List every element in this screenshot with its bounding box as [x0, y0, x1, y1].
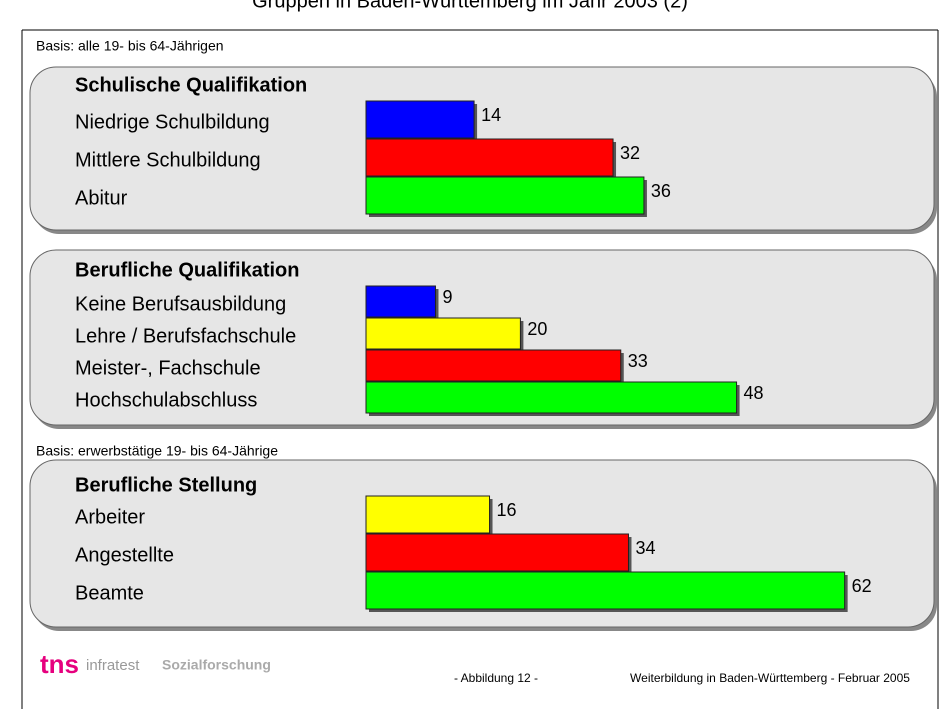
value-label: 48	[744, 383, 764, 403]
category-label: Lehre / Berufsfachschule	[75, 325, 296, 347]
bar	[365, 533, 629, 572]
page-title: Gruppen in Baden-Württemberg im Jahr 200…	[252, 0, 688, 12]
footer-source: Weiterbildung in Baden-Württemberg - Feb…	[630, 671, 910, 685]
bar	[365, 317, 521, 350]
panel-title: Berufliche Stellung	[75, 474, 257, 496]
value-label: 33	[628, 351, 648, 371]
logo-main: tns	[40, 649, 79, 679]
logo-brand: Sozialforschung	[162, 657, 271, 673]
bar	[365, 381, 738, 414]
bar	[365, 100, 475, 139]
bar	[365, 285, 436, 318]
figure-number: - Abbildung 12 -	[454, 671, 538, 685]
value-label: 62	[852, 576, 872, 596]
category-label: Beamte	[75, 582, 144, 604]
bar	[365, 138, 614, 177]
bar	[365, 176, 645, 215]
category-label: Mittlere Schulbildung	[75, 149, 261, 171]
logo: tns infratest Sozialforschung	[40, 649, 271, 679]
value-label: 36	[651, 181, 671, 201]
value-label: 9	[442, 287, 452, 307]
logo-sub: infratest	[86, 657, 140, 674]
value-label: 32	[620, 143, 640, 163]
basis-note: Basis: alle 19- bis 64-Jährigen	[36, 38, 224, 54]
value-label: 34	[635, 538, 655, 558]
value-label: 14	[481, 105, 501, 125]
category-label: Niedrige Schulbildung	[75, 111, 270, 133]
value-label: 16	[497, 500, 517, 520]
category-label: Meister-, Fachschule	[75, 357, 261, 379]
panel-title: Schulische Qualifikation	[75, 74, 307, 96]
category-label: Arbeiter	[75, 506, 145, 528]
bar	[365, 349, 622, 382]
category-label: Abitur	[75, 187, 128, 209]
category-label: Hochschulabschluss	[75, 389, 257, 411]
bar	[365, 571, 846, 610]
basis-note: Basis: erwerbstätige 19- bis 64-Jährige	[36, 443, 278, 459]
bar	[365, 495, 491, 534]
value-label: 20	[527, 319, 547, 339]
category-label: Angestellte	[75, 544, 174, 566]
category-label: Keine Berufsausbildung	[75, 293, 286, 315]
panel-title: Berufliche Qualifikation	[75, 259, 299, 281]
panels: Schulische Qualifikation Niedrige Schulbi…	[29, 66, 937, 631]
